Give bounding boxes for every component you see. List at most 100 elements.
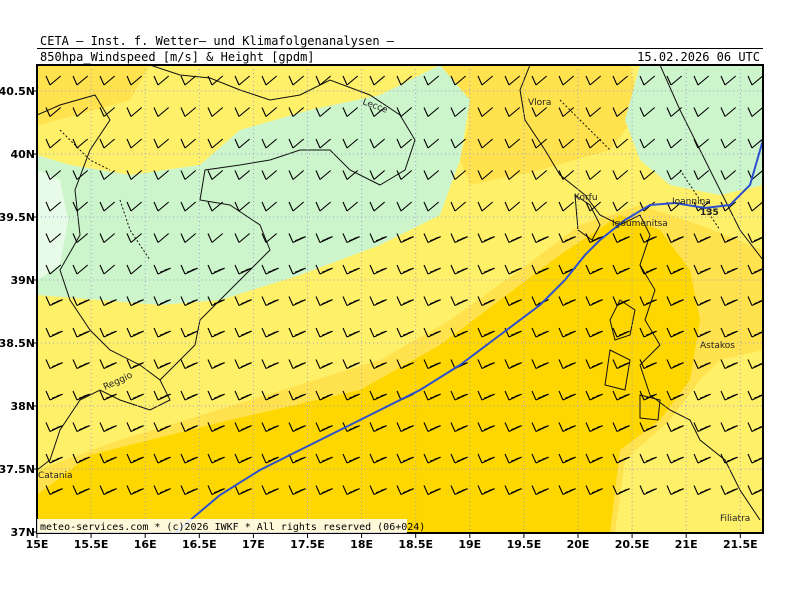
wind-barb: [423, 422, 441, 432]
lat-lon-grid: [37, 65, 763, 533]
wind-barb: [693, 170, 710, 180]
lon-tick-label: 20E: [567, 538, 590, 551]
wind-barb: [207, 233, 224, 243]
wind-barb: [504, 327, 522, 338]
wind-barb: [693, 422, 711, 432]
wind-barb: [450, 296, 468, 306]
wind-barb: [99, 359, 117, 369]
wind-barb: [234, 107, 251, 117]
lat-tick-label: 38.5N: [0, 337, 35, 350]
wind-barb: [369, 453, 387, 464]
wind-barb: [612, 390, 630, 401]
wind-barb: [477, 138, 494, 149]
wind-barb: [504, 422, 522, 432]
wind-barb: [585, 359, 603, 369]
lon-tick-label: 21E: [675, 538, 698, 551]
wind-barb: [261, 233, 278, 243]
wind-barb: [153, 485, 171, 495]
wind-barb: [45, 264, 62, 275]
wind-barb: [369, 201, 386, 212]
wind-barb: [180, 390, 198, 401]
wind-barb: [45, 390, 63, 401]
wind-barb: [261, 327, 279, 338]
wind-barb: [612, 264, 630, 275]
wind-barb: [585, 453, 603, 464]
wind-barb: [288, 138, 305, 149]
wind-barb: [315, 453, 333, 464]
wind-barb: [180, 453, 198, 464]
wind-barb: [504, 453, 522, 464]
wind-barb: [504, 359, 522, 369]
wind-barb: [693, 138, 710, 149]
wind-barb: [558, 264, 576, 275]
wind-barb: [153, 422, 171, 432]
wind-barb: [531, 75, 548, 86]
wind-barb: [45, 485, 63, 495]
wind-barb: [504, 107, 521, 117]
wind-barb: [531, 485, 549, 495]
wind-barb: [99, 327, 117, 338]
wind-barb: [261, 422, 279, 432]
wind-barb: [612, 422, 630, 432]
wind-barb: [612, 453, 630, 464]
wind-barb: [45, 107, 62, 117]
wind-barb: [639, 422, 657, 432]
wind-barb: [342, 390, 360, 401]
wind-barb: [369, 75, 386, 86]
wind-barb: [261, 390, 279, 401]
wind-barb: [261, 201, 278, 212]
wind-barb: [423, 233, 441, 243]
wind-barb: [693, 75, 710, 86]
wind-barb: [639, 170, 656, 180]
wind-barb: [666, 485, 684, 495]
wind-barb: [477, 453, 495, 464]
wind-barb: [558, 422, 576, 432]
wind-barb: [558, 296, 576, 306]
lon-tick-label: 18.5E: [398, 538, 433, 551]
wind-barb: [747, 453, 763, 464]
wind-barb: [504, 390, 522, 401]
wind-barb: [99, 422, 117, 432]
wind-barb: [504, 296, 522, 306]
lon-tick-label: 16E: [134, 538, 157, 551]
wind-barb: [747, 107, 763, 117]
wind-barb: [747, 359, 763, 369]
wind-barb: [72, 327, 90, 338]
wind-barb: [234, 422, 252, 432]
wind-barb: [531, 422, 549, 432]
wind-barb: [747, 296, 763, 306]
wind-barb: [639, 453, 657, 464]
wind-barb: [666, 264, 684, 275]
wind-barb: [396, 296, 414, 306]
wind-barb: [261, 359, 279, 369]
axis-ticks: [32, 90, 741, 538]
wind-barb: [558, 390, 576, 401]
wind-barb: [99, 107, 116, 117]
wind-barb: [531, 233, 549, 243]
wind-barb: [315, 264, 333, 275]
wind-barb: [396, 422, 414, 432]
wind-barb: [423, 170, 440, 180]
wind-barb: [288, 296, 306, 306]
lon-tick-label: 20.5E: [615, 538, 650, 551]
wind-barb: [585, 296, 603, 306]
wind-barb: [477, 233, 495, 243]
lat-tick-label: 39N: [10, 274, 35, 287]
map-area: [37, 65, 763, 533]
wind-barb: [72, 170, 89, 180]
wind-barb: [612, 107, 629, 117]
wind-barb: [99, 264, 116, 275]
wind-barb: [153, 233, 170, 243]
lat-tick-label: 40.5N: [0, 85, 35, 98]
wind-barb: [180, 233, 197, 243]
wind-barb: [693, 359, 711, 369]
wind-barb: [585, 327, 603, 338]
wind-barb: [315, 422, 333, 432]
wind-barb: [342, 107, 359, 117]
wind-barb: [288, 453, 306, 464]
wind-barbs: [45, 75, 763, 495]
wind-barb: [477, 107, 494, 117]
wind-barb: [450, 453, 468, 464]
wind-barb: [477, 422, 495, 432]
